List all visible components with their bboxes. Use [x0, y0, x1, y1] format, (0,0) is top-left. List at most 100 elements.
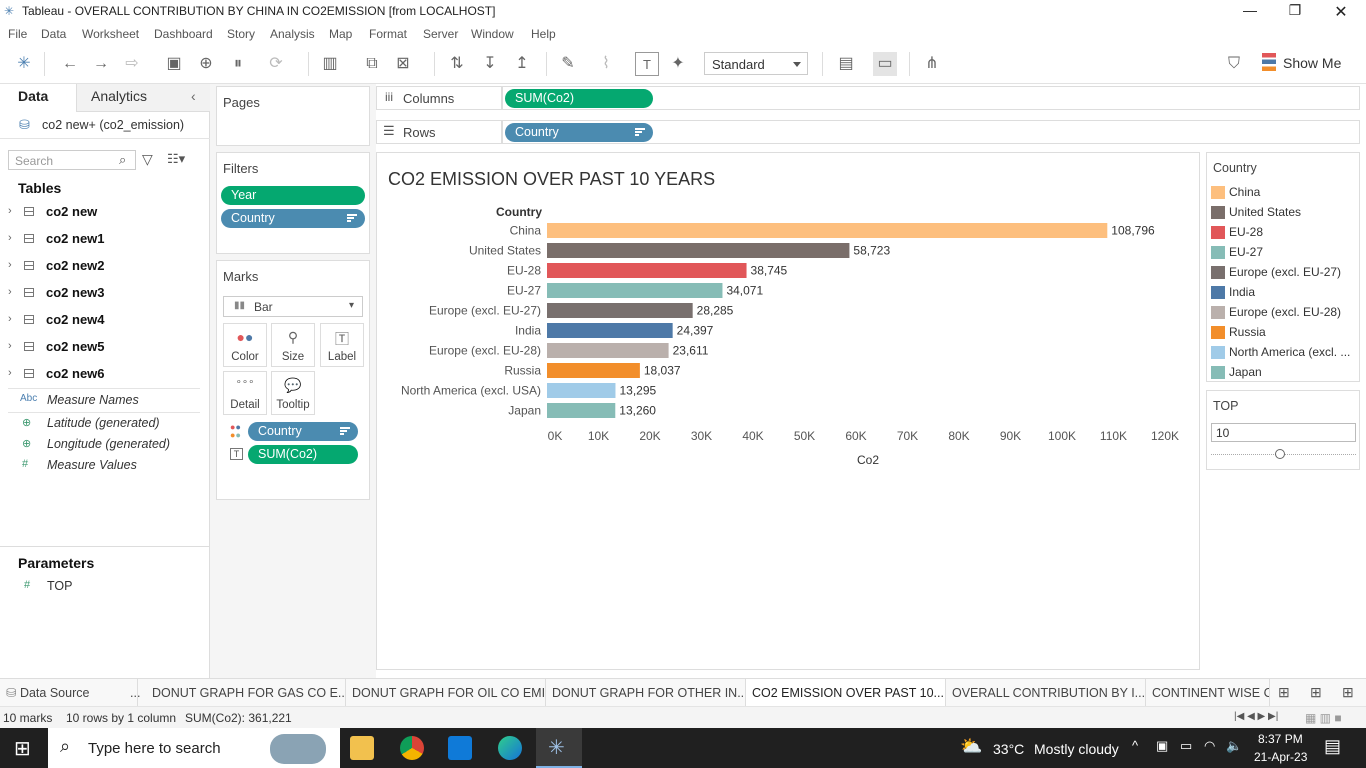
table-item[interactable]: › co2 new2	[8, 258, 105, 273]
tab-analytics[interactable]: Analytics ‹	[76, 84, 210, 112]
pause-updates-icon[interactable]: ⏸	[233, 55, 242, 72]
restore-icon[interactable]: ❐	[1288, 2, 1302, 18]
taskbar-search[interactable]: ⌕ Type here to search	[48, 728, 340, 768]
tab-continent-wise[interactable]: CONTINENT WISE CO	[1146, 679, 1270, 707]
filter-icon[interactable]: ▽	[142, 151, 153, 167]
tableau-home-icon[interactable]: ✳	[17, 55, 31, 72]
field-latitude[interactable]: ⊕ Latitude (generated)	[22, 416, 160, 430]
format-painter-icon[interactable]: ⛉	[1227, 55, 1240, 72]
bar[interactable]	[547, 383, 616, 398]
collapse-icon[interactable]: ‹	[191, 88, 196, 104]
menu-data[interactable]: Data	[41, 27, 67, 41]
menu-help[interactable]: Help	[531, 27, 556, 41]
legend-item[interactable]: China	[1211, 184, 1357, 202]
redo-icon[interactable]: →	[93, 55, 109, 72]
bar[interactable]	[547, 263, 747, 278]
sort-descending-icon[interactable]: ↥	[515, 55, 529, 72]
size-button[interactable]: ⚲ Size	[271, 323, 315, 367]
show-me-button[interactable]: Show Me	[1283, 55, 1342, 71]
new-datasource-icon[interactable]: ⊕	[199, 55, 213, 72]
legend-item[interactable]: Russia	[1211, 324, 1357, 342]
table-item[interactable]: › co2 new6	[8, 366, 105, 381]
bar[interactable]	[547, 303, 693, 318]
legend-item[interactable]: North America (excl. ...	[1211, 344, 1357, 362]
rows-shelf[interactable]: Country	[502, 120, 1360, 144]
legend-item[interactable]: EU-28	[1211, 224, 1357, 242]
volume-icon[interactable]: 🔈	[1226, 738, 1243, 753]
bar[interactable]	[547, 243, 850, 258]
fit-select[interactable]: Standard	[704, 52, 808, 75]
tab-data-source[interactable]: ⛁ Data Source	[0, 679, 138, 707]
marks-pill-country[interactable]: Country	[248, 422, 358, 441]
new-worksheet-icon[interactable]: ▥	[322, 55, 338, 72]
menu-window[interactable]: Window	[471, 27, 514, 41]
search-input[interactable]: Search ⌕	[8, 150, 136, 170]
legend-item[interactable]: Japan	[1211, 364, 1357, 382]
color-button[interactable]: ●● Color	[223, 323, 267, 367]
table-item[interactable]: › co2 new5	[8, 339, 105, 354]
highlight-icon[interactable]: ✎	[561, 55, 575, 72]
battery-icon[interactable]: ▭	[1180, 738, 1193, 753]
top-parameter-slider-handle[interactable]	[1275, 449, 1285, 459]
table-item[interactable]: › co2 new3	[8, 285, 105, 300]
tab-co2-emission-past-10[interactable]: CO2 EMISSION OVER PAST 10...	[746, 679, 946, 707]
mark-type-select[interactable]: ▮▮ Bar ▾	[223, 296, 363, 317]
field-longitude[interactable]: ⊕ Longitude (generated)	[22, 437, 171, 451]
filters-shelf[interactable]: Filters Year Country	[216, 152, 370, 254]
bar[interactable]	[547, 223, 1108, 238]
show-cards-icon[interactable]: ▤	[838, 55, 854, 72]
menu-map[interactable]: Map	[329, 27, 353, 41]
table-item[interactable]: › co2 new4	[8, 312, 105, 327]
share-icon[interactable]: ⋔	[925, 55, 939, 72]
new-dashboard-tab-icon[interactable]: ⊞	[1310, 684, 1322, 700]
sheet-nav-icons[interactable]: |◀ ◀ ▶ ▶|	[1234, 711, 1279, 722]
refresh-icon[interactable]: ⟳	[269, 55, 283, 72]
bar[interactable]	[547, 343, 669, 358]
tab-donut-gas[interactable]: DONUT GRAPH FOR GAS CO E...	[146, 679, 346, 707]
table-item[interactable]: › co2 new	[8, 204, 98, 219]
legend-item[interactable]: EU-27	[1211, 244, 1357, 262]
meet-now-icon[interactable]: ▣	[1156, 738, 1169, 753]
chrome-icon[interactable]	[400, 736, 424, 760]
save-icon[interactable]: ▣	[166, 55, 182, 72]
columns-shelf[interactable]: SUM(Co2)	[502, 86, 1360, 110]
field-measure-names[interactable]: Abc Measure Names	[20, 393, 139, 407]
wifi-icon[interactable]: ◠	[1204, 738, 1216, 753]
bar[interactable]	[547, 363, 640, 378]
tab-donut-other[interactable]: DONUT GRAPH FOR OTHER IN...	[546, 679, 746, 707]
marks-pill-sum-co2[interactable]: SUM(Co2)	[248, 445, 358, 464]
bar[interactable]	[547, 323, 673, 338]
windows-start-icon[interactable]: ⊞	[14, 738, 31, 760]
filter-pill-year[interactable]: Year	[221, 186, 365, 205]
menu-file[interactable]: File	[8, 27, 28, 41]
close-icon[interactable]: ✕	[1334, 4, 1348, 21]
fix-axes-icon[interactable]: ✦	[671, 55, 685, 72]
legend-item[interactable]: United States	[1211, 204, 1357, 222]
new-worksheet-tab-icon[interactable]: ⊞	[1278, 684, 1290, 700]
duplicate-sheet-icon[interactable]: ⧉	[366, 55, 378, 72]
minimize-icon[interactable]: —	[1243, 2, 1257, 18]
swap-rows-columns-icon[interactable]: ⇅	[450, 55, 464, 72]
edge-icon[interactable]	[498, 736, 522, 760]
sort-ascending-icon[interactable]: ↧	[483, 55, 497, 72]
menu-format[interactable]: Format	[369, 27, 408, 41]
top-parameter-input[interactable]: 10	[1211, 423, 1356, 442]
menu-worksheet[interactable]: Worksheet	[82, 27, 140, 41]
bar[interactable]	[547, 403, 616, 418]
view-options-icon[interactable]: ☷▾	[167, 151, 186, 166]
show-mark-labels-icon[interactable]: T	[635, 52, 659, 76]
filter-pill-country[interactable]: Country	[221, 209, 365, 228]
color-legend[interactable]: Country China United States EU-28 EU-27 Euro…	[1206, 152, 1360, 382]
notifications-icon[interactable]: ▤	[1324, 736, 1342, 756]
legend-item[interactable]: Europe (excl. EU-28)	[1211, 304, 1357, 322]
menu-server[interactable]: Server	[423, 27, 459, 41]
legend-item[interactable]: Europe (excl. EU-27)	[1211, 264, 1357, 282]
legend-item[interactable]: India	[1211, 284, 1357, 302]
label-button[interactable]: 🅃 Label	[320, 323, 364, 367]
columns-pill-sum-co2[interactable]: SUM(Co2)	[505, 89, 653, 108]
menu-story[interactable]: Story	[227, 27, 256, 41]
file-explorer-icon[interactable]	[350, 736, 374, 760]
clear-sheet-icon[interactable]: ⊠	[396, 55, 410, 72]
store-icon[interactable]	[448, 736, 472, 760]
show-me-icon[interactable]	[1262, 53, 1276, 71]
